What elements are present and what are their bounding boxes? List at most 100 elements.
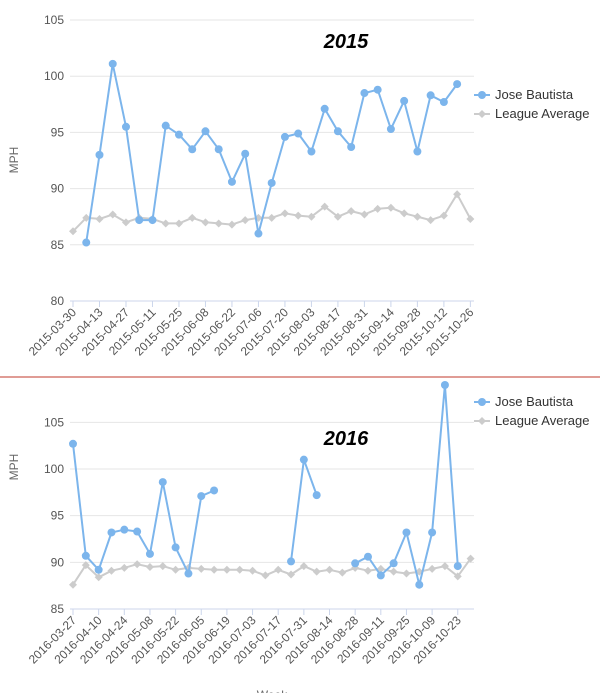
league-average-point[interactable] bbox=[402, 569, 411, 578]
league-average-point[interactable] bbox=[360, 210, 369, 219]
jose-bautista-point[interactable] bbox=[351, 559, 360, 568]
league-average-point[interactable] bbox=[120, 563, 129, 572]
legend-item-label[interactable]: Jose Bautista bbox=[495, 394, 574, 409]
league-average-point[interactable] bbox=[287, 570, 296, 579]
league-average-point[interactable] bbox=[338, 568, 347, 577]
jose-bautista-point[interactable] bbox=[135, 216, 144, 225]
jose-bautista-point[interactable] bbox=[386, 125, 395, 134]
jose-bautista-point[interactable] bbox=[81, 551, 90, 560]
league-average-point[interactable] bbox=[400, 209, 409, 218]
jose-bautista-point[interactable] bbox=[389, 559, 398, 568]
jose-bautista-point[interactable] bbox=[133, 527, 142, 536]
league-average-point[interactable] bbox=[299, 562, 308, 571]
jose-bautista-point[interactable] bbox=[107, 528, 116, 537]
jose-bautista-point[interactable] bbox=[161, 121, 170, 130]
jose-bautista-point[interactable] bbox=[280, 132, 289, 141]
jose-bautista-point[interactable] bbox=[426, 91, 435, 100]
jose-bautista-point[interactable] bbox=[453, 562, 462, 571]
league-average-point[interactable] bbox=[214, 219, 223, 228]
league-average-point[interactable] bbox=[413, 212, 422, 221]
league-average-point[interactable] bbox=[386, 203, 395, 212]
jose-bautista-point[interactable] bbox=[210, 486, 219, 495]
league-average-point[interactable] bbox=[274, 565, 283, 574]
jose-bautista-point[interactable] bbox=[267, 178, 276, 187]
league-average-point[interactable] bbox=[426, 216, 435, 225]
jose-bautista-point[interactable] bbox=[415, 580, 424, 589]
league-average-point[interactable] bbox=[267, 213, 276, 222]
league-average-point[interactable] bbox=[389, 567, 398, 576]
jose-bautista-point[interactable] bbox=[197, 492, 206, 501]
league-average-point[interactable] bbox=[81, 561, 90, 570]
league-average-point[interactable] bbox=[69, 227, 77, 236]
jose-bautista-point[interactable] bbox=[439, 98, 448, 107]
league-average-point[interactable] bbox=[188, 213, 197, 222]
league-average-point[interactable] bbox=[333, 212, 342, 221]
jose-bautista-point[interactable] bbox=[201, 127, 210, 136]
legend-item-label[interactable]: League Average bbox=[495, 413, 589, 428]
league-average-point[interactable] bbox=[210, 565, 219, 574]
league-average-point[interactable] bbox=[440, 562, 449, 571]
league-average-point[interactable] bbox=[261, 571, 270, 580]
jose-bautista-point[interactable] bbox=[95, 150, 104, 159]
jose-bautista-point[interactable] bbox=[333, 127, 342, 136]
jose-bautista-point[interactable] bbox=[82, 238, 91, 247]
league-average-point[interactable] bbox=[201, 218, 210, 227]
jose-bautista-point[interactable] bbox=[188, 145, 197, 154]
legend-diamond-icon[interactable] bbox=[478, 110, 486, 118]
jose-bautista-point[interactable] bbox=[108, 59, 117, 68]
league-average-point[interactable] bbox=[121, 218, 130, 227]
jose-bautista-point[interactable] bbox=[148, 216, 157, 225]
league-average-point[interactable] bbox=[363, 566, 372, 575]
league-average-point[interactable] bbox=[453, 190, 462, 199]
league-average-point[interactable] bbox=[347, 207, 356, 216]
league-average-point[interactable] bbox=[325, 565, 334, 574]
league-average-point[interactable] bbox=[107, 566, 116, 575]
league-average-point[interactable] bbox=[373, 204, 382, 213]
league-average-point[interactable] bbox=[307, 212, 316, 221]
league-average-point[interactable] bbox=[94, 573, 103, 582]
league-average-point[interactable] bbox=[161, 219, 170, 228]
jose-bautista-point[interactable] bbox=[254, 229, 263, 238]
jose-bautista-point[interactable] bbox=[227, 177, 236, 186]
jose-bautista-point[interactable] bbox=[320, 104, 329, 113]
jose-bautista-point[interactable] bbox=[145, 549, 154, 558]
league-average-point[interactable] bbox=[248, 566, 257, 575]
jose-bautista-point[interactable] bbox=[402, 528, 411, 537]
league-average-point[interactable] bbox=[108, 210, 117, 219]
league-average-point[interactable] bbox=[241, 216, 250, 225]
jose-bautista-point[interactable] bbox=[158, 478, 167, 487]
jose-bautista-point[interactable] bbox=[299, 455, 308, 464]
league-average-point[interactable] bbox=[171, 565, 180, 574]
jose-bautista-point[interactable] bbox=[171, 543, 180, 552]
jose-bautista-point[interactable] bbox=[121, 122, 130, 131]
league-average-point[interactable] bbox=[95, 214, 104, 223]
league-average-point[interactable] bbox=[158, 562, 167, 571]
league-average-point[interactable] bbox=[133, 560, 142, 569]
league-average-point[interactable] bbox=[82, 213, 91, 222]
jose-bautista-point[interactable] bbox=[184, 569, 193, 578]
jose-bautista-point[interactable] bbox=[69, 439, 77, 448]
league-average-point[interactable] bbox=[453, 572, 462, 581]
jose-bautista-point[interactable] bbox=[307, 147, 316, 156]
jose-bautista-point[interactable] bbox=[294, 129, 303, 138]
league-average-point[interactable] bbox=[439, 211, 448, 220]
jose-bautista-point[interactable] bbox=[241, 149, 250, 158]
jose-bautista-point[interactable] bbox=[360, 89, 369, 98]
jose-bautista-point[interactable] bbox=[214, 145, 223, 154]
jose-bautista-point[interactable] bbox=[413, 147, 422, 156]
jose-bautista-point[interactable] bbox=[363, 552, 372, 561]
league-average-point[interactable] bbox=[466, 214, 475, 223]
legend-item-label[interactable]: League Average bbox=[495, 106, 589, 121]
jose-bautista-point[interactable] bbox=[453, 80, 462, 89]
jose-bautista-point[interactable] bbox=[373, 85, 382, 94]
jose-bautista-point[interactable] bbox=[428, 528, 437, 537]
league-average-point[interactable] bbox=[312, 567, 321, 576]
league-average-point[interactable] bbox=[428, 564, 437, 573]
league-average-point[interactable] bbox=[222, 565, 231, 574]
league-average-point[interactable] bbox=[294, 211, 303, 220]
league-average-point[interactable] bbox=[69, 580, 77, 589]
jose-bautista-point[interactable] bbox=[94, 565, 103, 574]
league-average-point[interactable] bbox=[145, 563, 154, 571]
league-average-point[interactable] bbox=[235, 565, 244, 574]
legend-diamond-icon[interactable] bbox=[478, 417, 486, 425]
